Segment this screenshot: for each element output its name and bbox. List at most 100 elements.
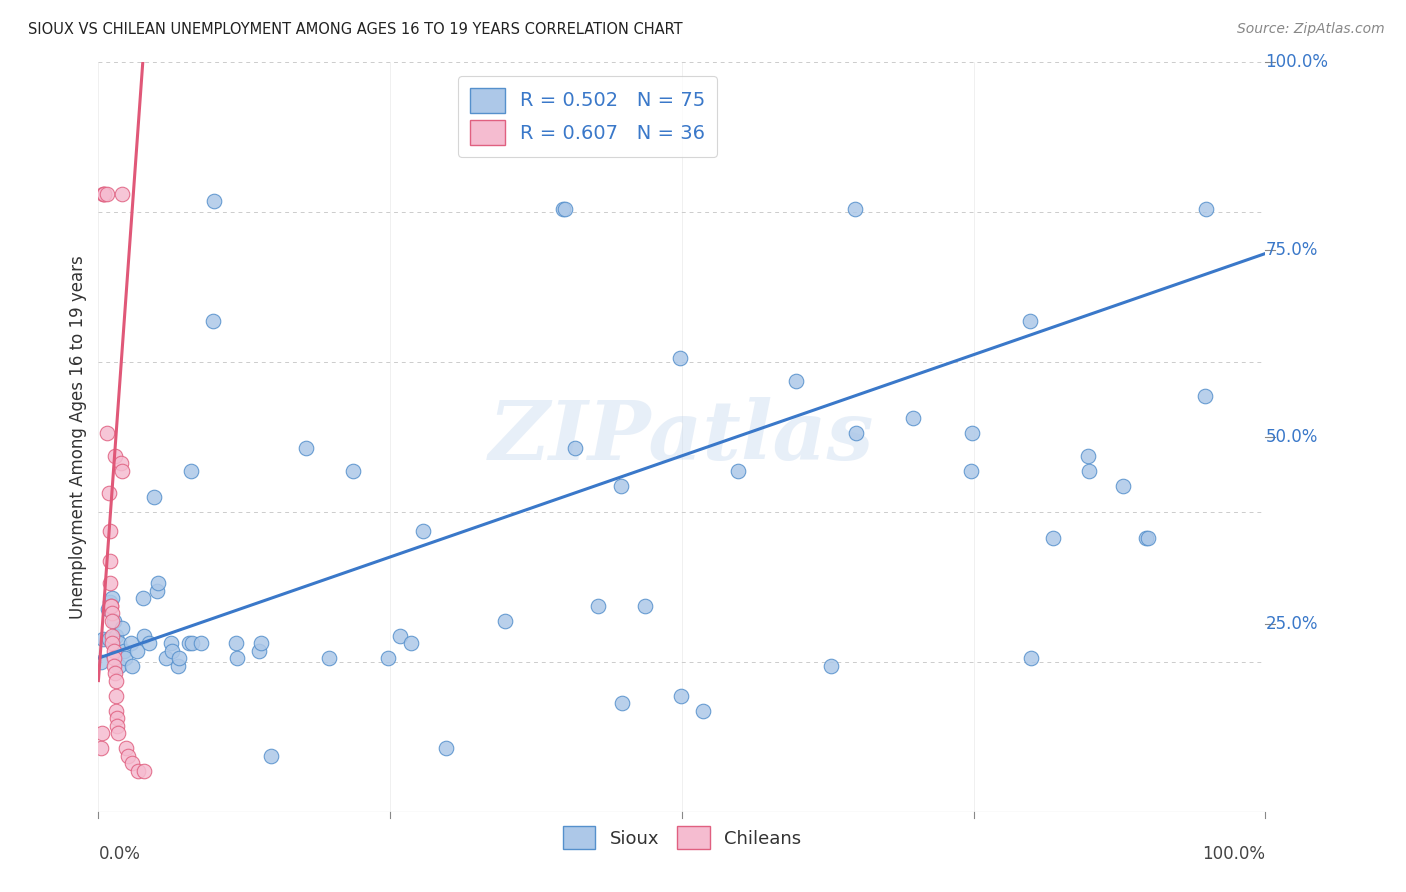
Point xyxy=(107,726,129,740)
Point xyxy=(160,643,183,657)
Point xyxy=(101,629,124,643)
Point xyxy=(155,651,177,665)
Point xyxy=(90,741,112,756)
Point xyxy=(96,426,118,441)
Point xyxy=(226,651,249,665)
Point xyxy=(127,764,149,778)
Point xyxy=(785,374,807,388)
Point xyxy=(1018,314,1040,328)
Text: ZIPatlas: ZIPatlas xyxy=(489,397,875,477)
Point xyxy=(117,748,139,763)
Point xyxy=(249,636,271,650)
Point xyxy=(98,576,121,591)
Point xyxy=(295,442,318,456)
Point xyxy=(1195,202,1218,216)
Text: SIOUX VS CHILEAN UNEMPLOYMENT AMONG AGES 16 TO 19 YEARS CORRELATION CHART: SIOUX VS CHILEAN UNEMPLOYMENT AMONG AGES… xyxy=(28,22,683,37)
Point xyxy=(1078,464,1101,478)
Point xyxy=(610,479,633,493)
Point xyxy=(612,696,634,710)
Point xyxy=(93,186,115,201)
Point xyxy=(111,186,134,201)
Point xyxy=(98,595,121,609)
Point xyxy=(633,599,655,613)
Point xyxy=(111,621,134,635)
Point xyxy=(103,643,125,657)
Point xyxy=(494,614,516,628)
Point xyxy=(146,576,169,591)
Point xyxy=(90,726,112,740)
Text: Source: ZipAtlas.com: Source: ZipAtlas.com xyxy=(1237,22,1385,37)
Point xyxy=(121,658,143,673)
Point xyxy=(91,632,114,647)
Point xyxy=(669,689,692,703)
Point xyxy=(104,689,127,703)
Point xyxy=(143,490,166,504)
Point xyxy=(91,186,114,201)
Point xyxy=(260,748,283,763)
Point xyxy=(845,426,868,441)
Point xyxy=(564,442,586,456)
Point xyxy=(249,643,271,657)
Point xyxy=(103,614,125,628)
Point xyxy=(412,524,434,538)
Point xyxy=(132,591,155,606)
Point xyxy=(110,456,132,470)
Point xyxy=(104,449,127,463)
Point xyxy=(105,718,128,732)
Point xyxy=(104,673,127,688)
Point xyxy=(96,186,118,201)
Point xyxy=(104,666,127,681)
Point xyxy=(820,658,842,673)
Point xyxy=(132,629,155,643)
Text: 100.0%: 100.0% xyxy=(1265,54,1329,71)
Point xyxy=(125,643,148,657)
Text: 100.0%: 100.0% xyxy=(1202,846,1265,863)
Point xyxy=(1077,449,1099,463)
Point xyxy=(554,202,576,216)
Point xyxy=(121,756,143,770)
Point xyxy=(551,202,574,216)
Point xyxy=(100,599,122,613)
Text: 75.0%: 75.0% xyxy=(1265,241,1317,259)
Point xyxy=(104,704,127,718)
Point xyxy=(844,202,866,216)
Point xyxy=(132,764,155,778)
Point xyxy=(104,629,127,643)
Point xyxy=(100,599,122,613)
Point xyxy=(342,464,364,478)
Text: 25.0%: 25.0% xyxy=(1265,615,1317,633)
Point xyxy=(388,629,411,643)
Point xyxy=(98,554,121,568)
Point xyxy=(901,411,924,425)
Point xyxy=(180,636,202,650)
Point xyxy=(93,186,115,201)
Point xyxy=(97,602,120,616)
Point xyxy=(202,194,225,208)
Point xyxy=(103,658,125,673)
Point xyxy=(962,426,984,441)
Point xyxy=(1135,531,1157,545)
Point xyxy=(101,591,124,606)
Point xyxy=(146,583,169,598)
Point xyxy=(120,636,142,650)
Point xyxy=(103,651,125,665)
Point xyxy=(399,636,422,650)
Point xyxy=(138,636,160,650)
Point xyxy=(97,632,120,647)
Point xyxy=(90,655,112,669)
Point xyxy=(586,599,609,613)
Point xyxy=(727,464,749,478)
Point xyxy=(115,741,138,756)
Point xyxy=(1019,651,1042,665)
Text: 0.0%: 0.0% xyxy=(98,846,141,863)
Y-axis label: Unemployment Among Ages 16 to 19 years: Unemployment Among Ages 16 to 19 years xyxy=(69,255,87,619)
Point xyxy=(97,486,120,500)
Text: 50.0%: 50.0% xyxy=(1265,428,1317,446)
Point xyxy=(1042,531,1064,545)
Point xyxy=(101,606,124,620)
Point xyxy=(960,464,983,478)
Point xyxy=(108,636,131,650)
Point xyxy=(101,614,124,628)
Point xyxy=(98,524,121,538)
Point xyxy=(108,658,131,673)
